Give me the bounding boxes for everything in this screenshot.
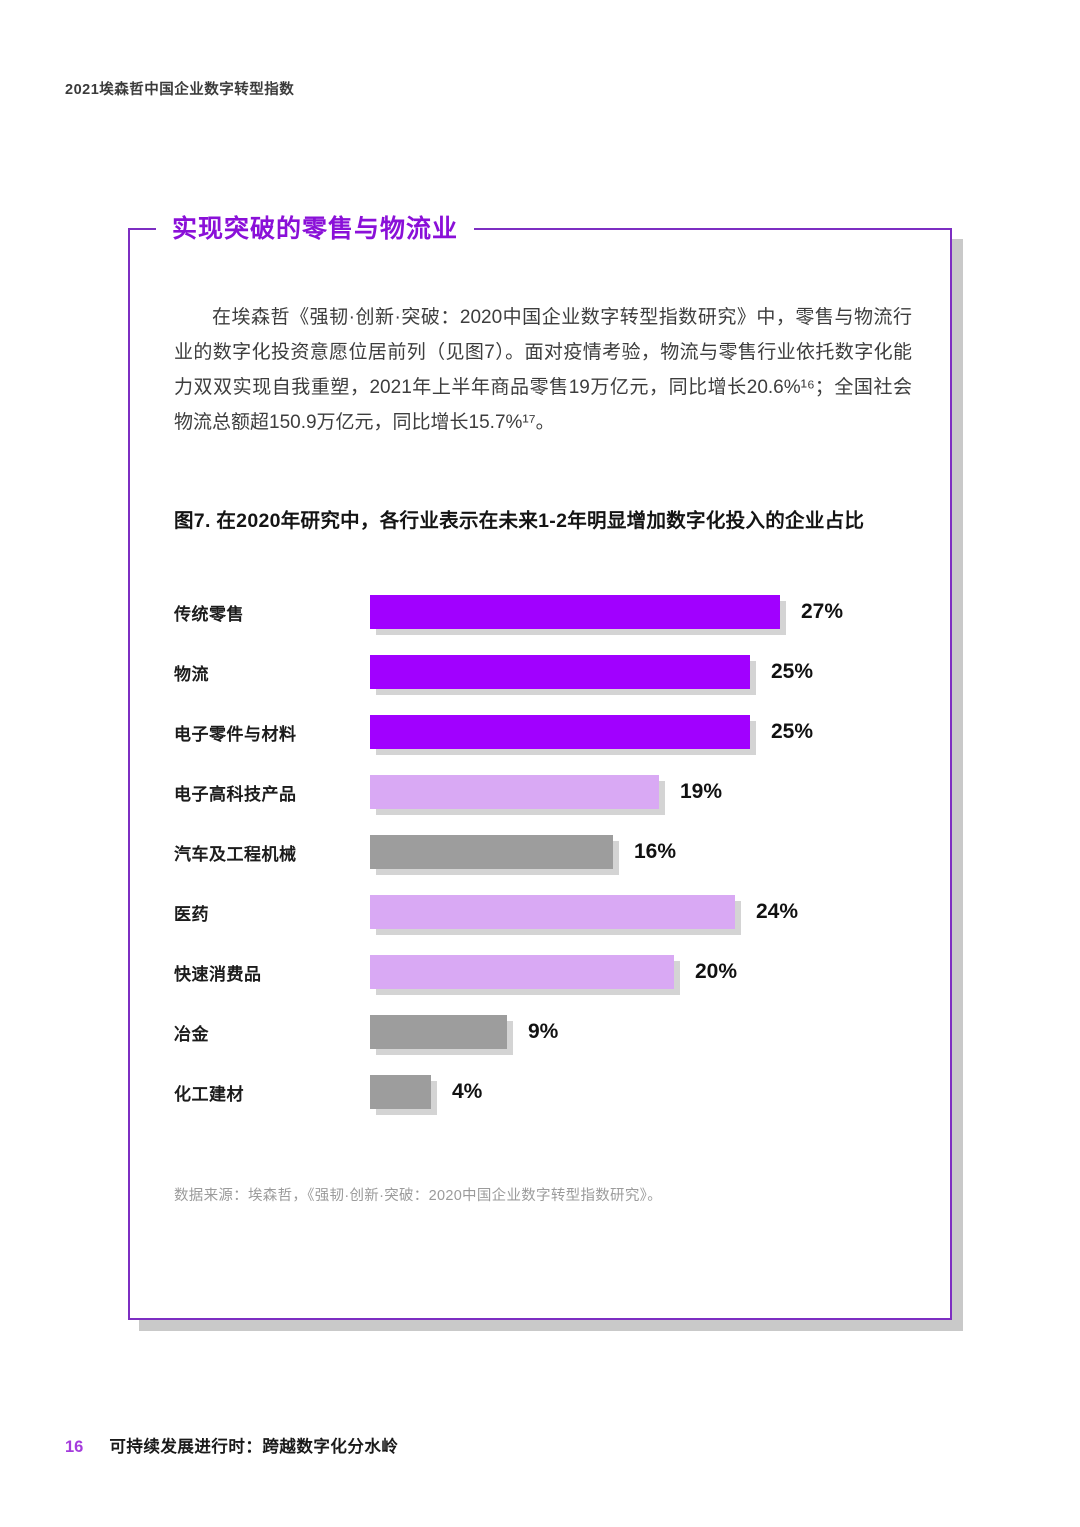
value-label: 25% bbox=[771, 720, 814, 743]
bar bbox=[370, 955, 674, 989]
bar-row: 电子零件与材料 25% bbox=[174, 702, 934, 762]
category-label: 物流 bbox=[174, 664, 209, 684]
category-label: 医药 bbox=[174, 904, 209, 924]
category-label: 快速消费品 bbox=[174, 964, 262, 984]
bar-row: 医药 24% bbox=[174, 882, 934, 942]
bar-row: 电子高科技产品 19% bbox=[174, 762, 934, 822]
bar-row: 化工建材 4% bbox=[174, 1062, 934, 1122]
bar bbox=[370, 715, 750, 749]
value-label: 4% bbox=[452, 1080, 483, 1103]
category-label: 冶金 bbox=[174, 1024, 209, 1044]
bar-row: 传统零售 27% bbox=[174, 582, 934, 642]
bar-row: 物流 25% bbox=[174, 642, 934, 702]
figure-title: 图7. 在2020年研究中，各行业表示在未来1-2年明显增加数字化投入的企业占比 bbox=[174, 510, 865, 532]
bar bbox=[370, 775, 659, 809]
bar bbox=[370, 1075, 431, 1109]
section-title: 实现突破的零售与物流业 bbox=[156, 211, 475, 247]
report-header-text: 2021埃森哲中国企业数字转型指数 bbox=[65, 82, 295, 98]
value-label: 9% bbox=[528, 1020, 559, 1043]
value-label: 19% bbox=[680, 780, 723, 803]
section-box: 实现突破的零售与物流业 在埃森哲《强韧·创新·突破：2020中国企业数字转型指数… bbox=[128, 211, 952, 1320]
page-footer: 16 可持续发展进行时：跨越数字化分水岭 bbox=[65, 1433, 398, 1457]
footer-title: 可持续发展进行时：跨越数字化分水岭 bbox=[109, 1438, 399, 1456]
bar bbox=[370, 835, 613, 869]
category-label: 电子高科技产品 bbox=[174, 784, 297, 804]
bar bbox=[370, 595, 780, 629]
value-label: 20% bbox=[695, 960, 738, 983]
category-label: 汽车及工程机械 bbox=[174, 844, 297, 864]
value-label: 16% bbox=[634, 840, 677, 863]
bar-row: 冶金 9% bbox=[174, 1002, 934, 1062]
bar-row: 快速消费品 20% bbox=[174, 942, 934, 1002]
bar-chart: 传统零售 27% 物流 25% 电子零件与材料 25% 电子高科技产品 19% … bbox=[174, 582, 934, 1122]
data-source-note: 数据来源：埃森哲，《强韧·创新·突破：2020中国企业数字转型指数研究》。 bbox=[174, 1188, 663, 1204]
category-label: 传统零售 bbox=[174, 604, 244, 624]
value-label: 25% bbox=[771, 660, 814, 683]
bar bbox=[370, 895, 735, 929]
bar bbox=[370, 1015, 507, 1049]
bar bbox=[370, 655, 750, 689]
body-paragraph: 在埃森哲《强韧·创新·突破：2020中国企业数字转型指数研究》中，零售与物流行业… bbox=[174, 307, 912, 433]
category-label: 电子零件与材料 bbox=[174, 724, 297, 744]
value-label: 27% bbox=[801, 600, 844, 623]
category-label: 化工建材 bbox=[174, 1084, 244, 1104]
value-label: 24% bbox=[756, 900, 799, 923]
bar-row: 汽车及工程机械 16% bbox=[174, 822, 934, 882]
page-number: 16 bbox=[65, 1438, 84, 1456]
